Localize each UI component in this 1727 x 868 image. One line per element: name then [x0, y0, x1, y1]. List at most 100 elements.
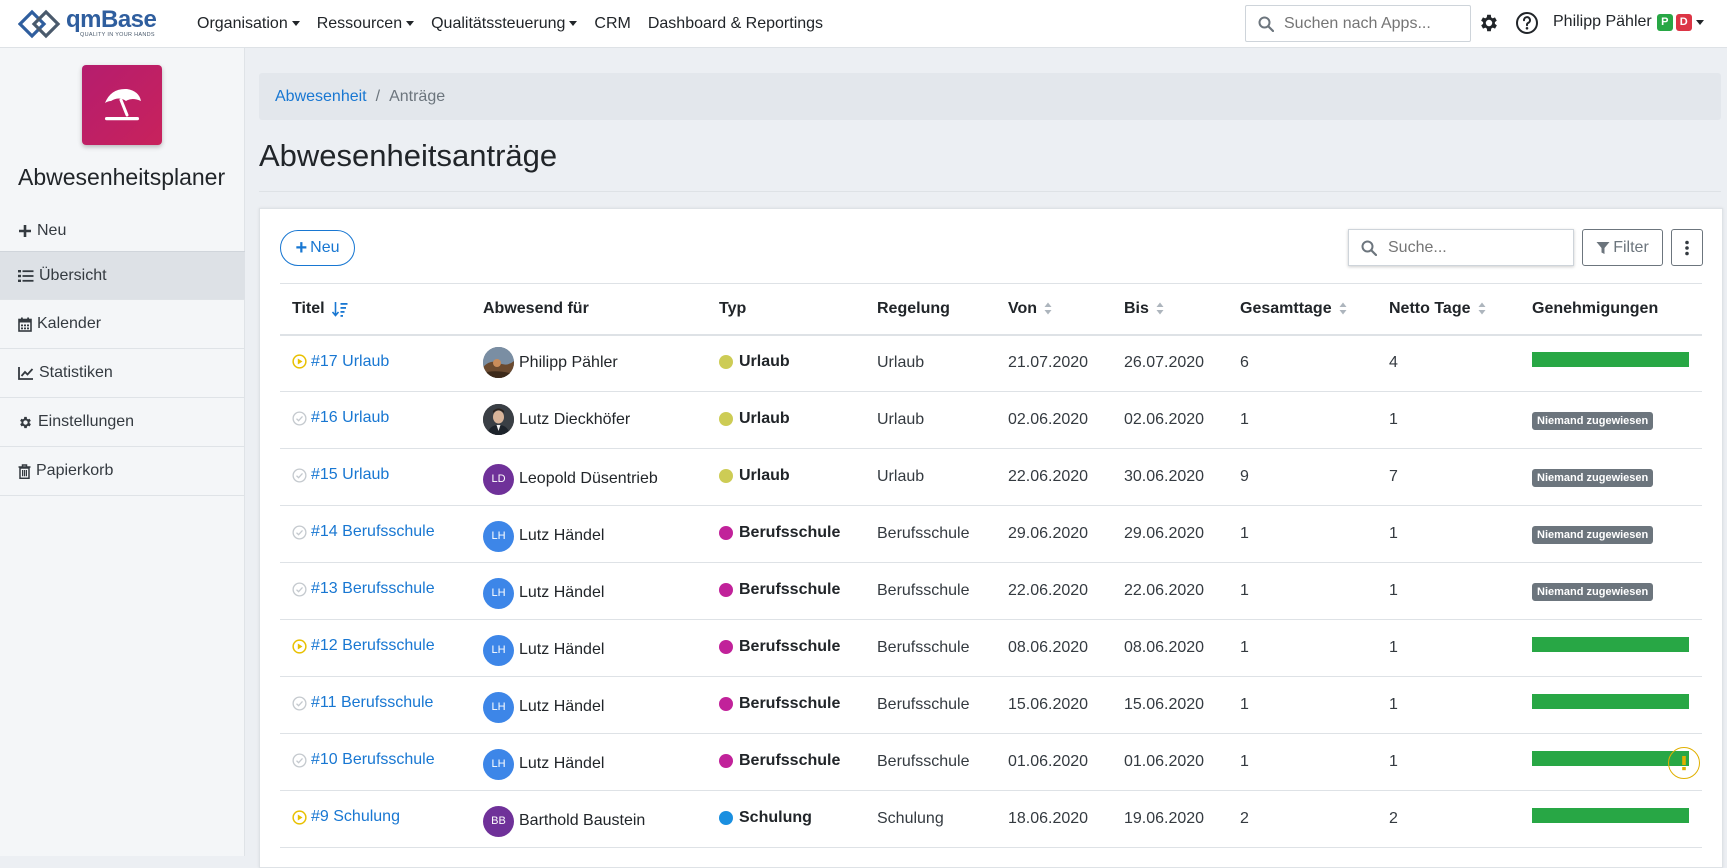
nav-ressourcen[interactable]: Ressourcen [317, 15, 415, 33]
status-badge: Niemand zugewiesen [1532, 411, 1654, 430]
table-row[interactable]: #13 Berufsschule LH Lutz Händel Berufsschul… [280, 562, 1702, 620]
help-button[interactable] [1515, 11, 1539, 35]
more-options-button[interactable] [1671, 229, 1703, 266]
new-request-button[interactable]: + Neu [280, 230, 355, 266]
person: LH Lutz Händel [483, 631, 604, 666]
cell-von: 08.06.2020 [996, 619, 1112, 677]
nav-qualitaetssteuerung[interactable]: Qualitätssteuerung [431, 15, 578, 33]
table-row[interactable]: #14 Berufsschule LH Lutz Händel Berufsschul… [280, 505, 1702, 563]
col-abwesend-fuer[interactable]: Abwesend für [471, 283, 707, 336]
check-circle-icon [292, 525, 307, 540]
nav-crm[interactable]: CRM [594, 15, 630, 33]
cell-bis: 26.07.2020 [1112, 334, 1228, 392]
type-text: Urlaub [739, 466, 790, 484]
type-color-dot [719, 639, 733, 654]
caret-down-icon [569, 21, 578, 26]
search-icon [1258, 16, 1274, 32]
col-titel[interactable]: Titel [280, 283, 471, 336]
cell-bis: 08.06.2020 [1112, 619, 1228, 677]
request-title-link[interactable]: #9 Schulung [292, 808, 400, 826]
type-text: Urlaub [739, 409, 790, 427]
cell-regelung: Urlaub [865, 391, 996, 449]
approval-progress-bar[interactable] [1532, 750, 1689, 766]
person: LH Lutz Händel [483, 574, 604, 609]
nav-dashboard[interactable]: Dashboard & Reportings [648, 15, 823, 33]
approval-progress-bar[interactable] [1532, 351, 1689, 367]
request-title-link[interactable]: #12 Berufsschule [292, 637, 435, 655]
approval-progress-bar[interactable] [1532, 636, 1689, 652]
cell-genehmigungen: Niemand zugewiesen [1520, 505, 1702, 563]
col-regelung[interactable]: Regelung [865, 283, 996, 336]
cell-gesamttage: 9 [1228, 448, 1377, 506]
cell-regelung: Schulung [865, 790, 996, 848]
cell-genehmigungen: Niemand zugewiesen [1520, 448, 1702, 506]
table-row[interactable]: #12 Berufsschule LH Lutz Händel Berufsschul… [280, 619, 1702, 677]
sidebar-item-label: Übersicht [39, 266, 107, 284]
check-circle-icon [292, 411, 307, 426]
sidebar-item-label: Kalender [37, 315, 102, 332]
cell-bis: 30.06.2020 [1112, 448, 1228, 506]
approval-progress-bar[interactable] [1532, 807, 1689, 823]
approval-progress-bar[interactable] [1532, 693, 1689, 709]
sidebar-item-kalender[interactable]: Kalender [0, 300, 245, 349]
avatar: LH [483, 634, 514, 666]
gear-icon [1481, 14, 1497, 32]
cell-gesamttage: 1 [1228, 676, 1377, 734]
cell-regelung: Berufsschule [865, 619, 996, 677]
sidebar-item-neu[interactable]: Neu [0, 211, 245, 251]
cell-netto-tage: 1 [1377, 733, 1520, 791]
sidebar-item-papierkorb[interactable]: Papierkorb [0, 447, 245, 496]
nav-organisation[interactable]: Organisation [197, 15, 300, 33]
status-badge: Niemand zugewiesen [1532, 468, 1654, 487]
request-title-link[interactable]: #13 Berufsschule [292, 580, 435, 598]
table-row[interactable]: #17 Urlaub Philipp Pähler Urlaub Urlaub 21.0… [280, 334, 1702, 392]
table-row[interactable]: #16 Urlaub Lutz Dieckhöfer Urlaub Urlaub 02.… [280, 391, 1702, 449]
user-badge-p: P [1656, 13, 1673, 31]
person-name: Lutz Händel [519, 755, 605, 772]
request-title-link[interactable]: #11 Berufsschule [292, 694, 433, 712]
warning-indicator[interactable] [1668, 747, 1700, 779]
table-search-input[interactable] [1388, 238, 1558, 257]
table-row[interactable]: #15 Urlaub LD Leopold Düsentrieb Urlaub Urla… [280, 448, 1702, 506]
sidebar-item-statistiken[interactable]: Statistiken [0, 349, 245, 398]
col-bis[interactable]: Bis [1112, 283, 1228, 336]
table-row[interactable]: #10 Berufsschule LH Lutz Händel Berufsschul… [280, 733, 1702, 791]
logo[interactable]: qmBase QUALITY IN YOUR HANDS [18, 8, 176, 40]
title-divider [259, 191, 1721, 192]
request-title-link[interactable]: #10 Berufsschule [292, 751, 435, 769]
cell-genehmigungen [1520, 676, 1702, 734]
request-title-link[interactable]: #17 Urlaub [292, 353, 389, 371]
beach-umbrella-icon [105, 88, 141, 121]
request-title-link[interactable]: #16 Urlaub [292, 409, 389, 427]
trash-icon [18, 463, 31, 479]
breadcrumb-link-abwesenheit[interactable]: Abwesenheit [275, 87, 367, 105]
person-name: Leopold Düsentrieb [519, 470, 658, 487]
type-label: Schulung [719, 809, 812, 827]
settings-button[interactable] [1478, 12, 1500, 34]
vertical-dots-icon [1685, 240, 1689, 255]
col-von[interactable]: Von [996, 283, 1112, 336]
sort-icon [1339, 302, 1347, 315]
request-title-link[interactable]: #15 Urlaub [292, 466, 389, 484]
request-title-link[interactable]: #14 Berufsschule [292, 523, 435, 541]
breadcrumb-current: Anträge [389, 87, 446, 105]
col-gesamttage[interactable]: Gesamttage [1228, 283, 1377, 336]
cell-bis: 19.06.2020 [1112, 790, 1228, 848]
cell-genehmigungen: Niemand zugewiesen [1520, 391, 1702, 449]
table-body: #17 Urlaub Philipp Pähler Urlaub Urlaub 21.0… [280, 334, 1702, 848]
sidebar-item-uebersicht[interactable]: Übersicht [0, 251, 245, 300]
filter-button[interactable]: Filter [1582, 229, 1663, 266]
type-label: Berufsschule [719, 524, 840, 542]
table-row[interactable]: #11 Berufsschule LH Lutz Händel Berufsschul… [280, 676, 1702, 734]
cell-netto-tage: 7 [1377, 448, 1520, 506]
cell-bis: 01.06.2020 [1112, 733, 1228, 791]
app-search-input[interactable] [1284, 14, 1454, 33]
request-title: #11 Berufsschule [311, 694, 434, 712]
table-row[interactable]: #9 Schulung BB Barthold Baustein Schulung Sc… [280, 790, 1702, 848]
type-label: Urlaub [719, 467, 790, 485]
col-typ[interactable]: Typ [707, 283, 865, 336]
user-menu[interactable]: Philipp Pähler P D [1553, 13, 1704, 31]
person: BB Barthold Baustein [483, 802, 645, 837]
sidebar-item-einstellungen[interactable]: Einstellungen [0, 398, 245, 447]
col-netto-tage[interactable]: Netto Tage [1377, 283, 1520, 336]
